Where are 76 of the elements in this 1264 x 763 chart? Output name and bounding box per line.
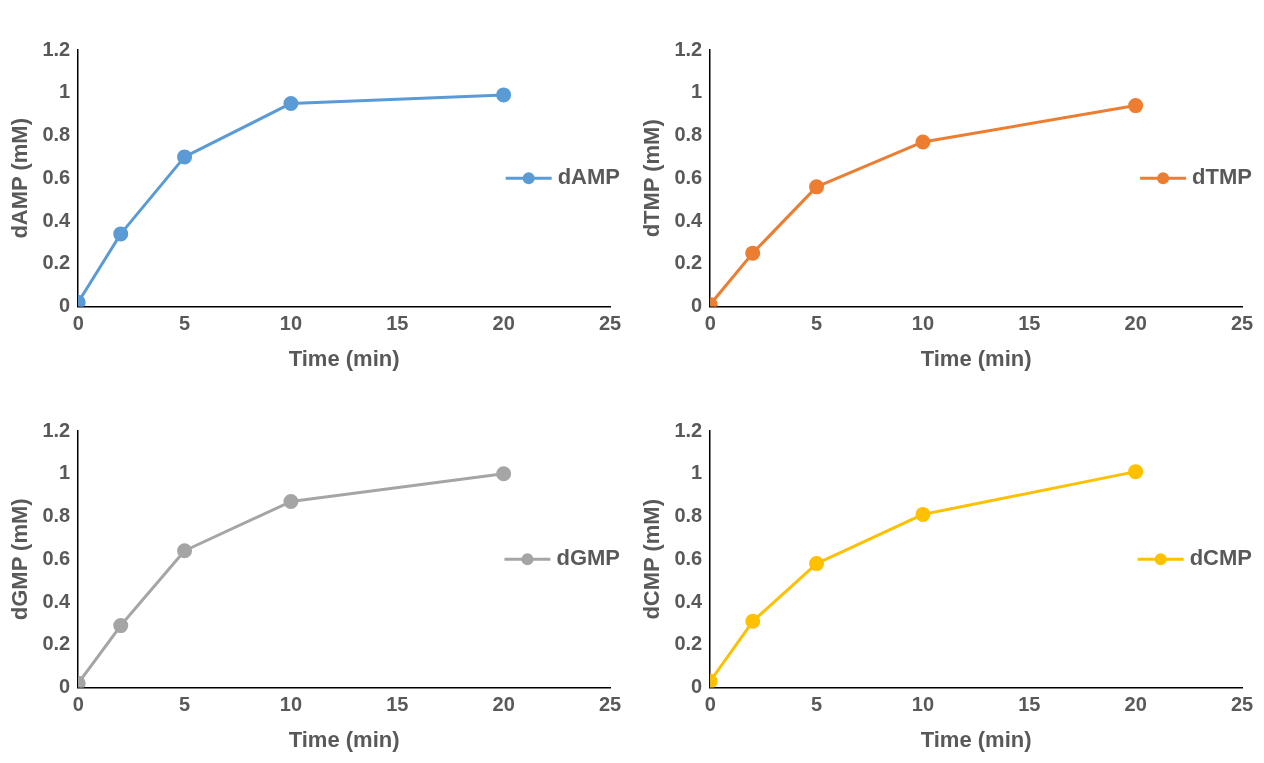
point — [177, 543, 193, 559]
point — [745, 613, 761, 629]
y-tick-label: 1.2 — [42, 37, 71, 60]
y-tick-label: 0.4 — [674, 589, 704, 612]
y-tick-label: 0.6 — [674, 165, 703, 188]
y-tick-label: 0 — [59, 675, 71, 698]
x-tick-label: 15 — [1018, 312, 1041, 335]
x-tick-label: 25 — [598, 693, 622, 716]
y-tick-label: 0.2 — [674, 251, 703, 274]
x-tick-label: 5 — [179, 693, 191, 716]
point — [496, 466, 512, 482]
x-tick-label: 20 — [492, 312, 515, 335]
y-axis-title: dAMP (mM) — [7, 118, 33, 239]
x-tick-label: 5 — [179, 312, 191, 335]
point — [113, 226, 129, 242]
point — [283, 95, 299, 111]
x-axis-title: Time (min) — [288, 345, 400, 371]
point — [915, 134, 931, 150]
y-axis-title: dTMP (mM) — [639, 119, 665, 238]
legend-label: dTMP — [1192, 164, 1253, 190]
point — [496, 87, 512, 103]
y-axis-title: dGMP (mM) — [7, 498, 33, 621]
x-tick-label: 5 — [811, 693, 823, 716]
y-tick-label: 0.2 — [42, 632, 71, 655]
legend-label: dGMP — [556, 545, 621, 571]
point — [745, 245, 761, 261]
point — [809, 179, 825, 195]
y-tick-label: 0.8 — [674, 504, 703, 527]
x-axis-title: Time (min) — [288, 726, 400, 752]
legend-label: dAMP — [557, 164, 620, 190]
x-axis-title: Time (min) — [920, 726, 1032, 752]
y-tick-label: 0.4 — [42, 208, 72, 231]
x-tick-label: 15 — [386, 312, 409, 335]
x-axis-title: Time (min) — [920, 345, 1032, 371]
y-tick-label: 0 — [691, 294, 703, 317]
y-tick-label: 0.6 — [42, 165, 71, 188]
y-tick-label: 1 — [59, 80, 71, 103]
legend-label: dCMP — [1189, 545, 1252, 571]
x-tick-label: 10 — [911, 312, 935, 335]
point — [809, 556, 825, 572]
y-tick-label: 0.2 — [674, 632, 703, 655]
point — [915, 506, 931, 522]
x-tick-label: 25 — [598, 312, 622, 335]
y-tick-label: 0.6 — [674, 546, 703, 569]
y-tick-label: 1.2 — [674, 37, 703, 60]
x-tick-label: 10 — [279, 312, 303, 335]
x-tick-label: 15 — [386, 693, 409, 716]
point — [1128, 464, 1144, 480]
y-tick-label: 1 — [691, 80, 703, 103]
x-tick-label: 20 — [1124, 693, 1147, 716]
y-tick-label: 0.6 — [42, 546, 71, 569]
y-tick-label: 1 — [59, 461, 71, 484]
x-tick-label: 20 — [492, 693, 515, 716]
y-tick-label: 0.2 — [42, 251, 71, 274]
y-tick-label: 0.8 — [42, 123, 71, 146]
y-tick-label: 1.2 — [42, 418, 71, 441]
y-tick-label: 1.2 — [674, 418, 703, 441]
y-tick-label: 0 — [59, 294, 71, 317]
point — [283, 494, 299, 510]
y-tick-label: 0.8 — [42, 504, 71, 527]
x-tick-label: 10 — [911, 693, 935, 716]
y-tick-label: 1 — [691, 461, 703, 484]
x-tick-label: 20 — [1124, 312, 1147, 335]
y-tick-label: 0 — [691, 675, 703, 698]
point — [1128, 98, 1144, 114]
y-tick-label: 0.4 — [42, 589, 72, 612]
x-tick-label: 10 — [279, 693, 303, 716]
x-tick-label: 5 — [811, 312, 823, 335]
x-tick-label: 25 — [1230, 312, 1254, 335]
point — [113, 618, 129, 634]
y-tick-label: 0.8 — [674, 123, 703, 146]
y-axis-title: dCMP (mM) — [639, 499, 665, 620]
x-tick-label: 25 — [1230, 693, 1254, 716]
y-tick-label: 0.4 — [674, 208, 704, 231]
x-tick-label: 15 — [1018, 693, 1041, 716]
point — [177, 149, 193, 165]
